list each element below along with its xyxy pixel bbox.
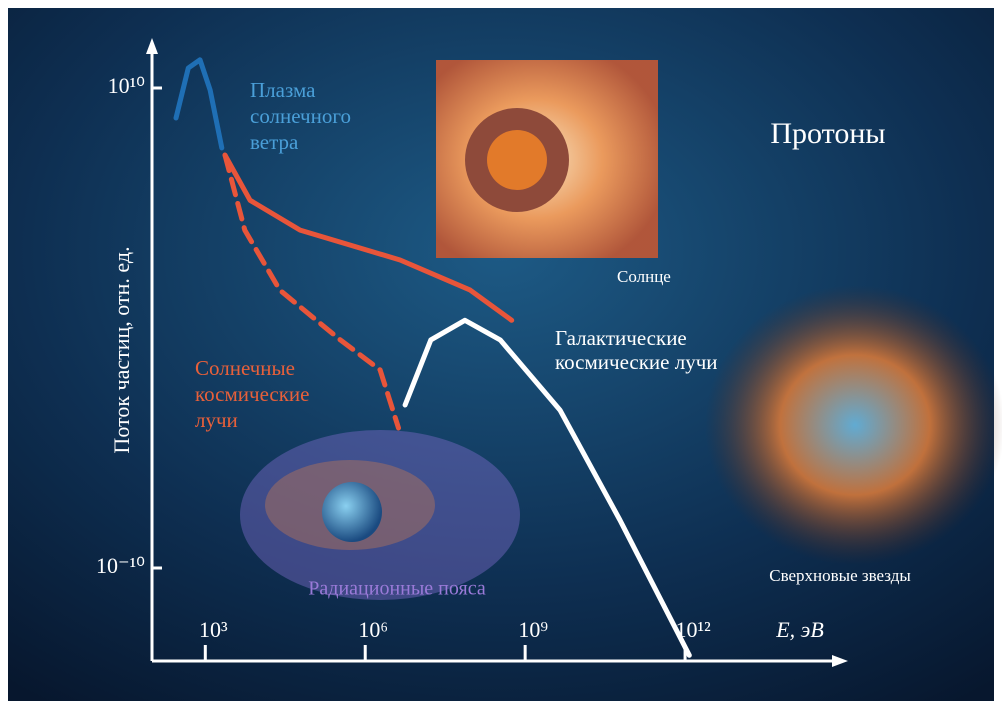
x-tick-label: 10⁶ <box>358 617 388 642</box>
y-tick-label: 10⁻¹⁰ <box>96 553 145 578</box>
x-tick-label: 10⁹ <box>518 617 548 642</box>
data-line <box>222 152 515 323</box>
data-line <box>402 317 692 658</box>
annotation: Сверхновые звезды <box>769 566 911 585</box>
x-arrow <box>832 655 848 667</box>
annotation: Радиационные пояса <box>308 578 486 600</box>
y-axis-label: Поток частиц, отн. ед. <box>109 246 134 453</box>
sun-image <box>436 60 658 258</box>
nebula-image <box>705 285 1002 565</box>
y-arrow <box>146 38 158 54</box>
annotation: лучи <box>195 408 238 432</box>
annotation: Солнце <box>617 267 671 286</box>
annotation: Солнечные <box>195 356 295 380</box>
chart-title: Протоны <box>770 117 885 150</box>
belts-image <box>240 430 520 600</box>
x-tick-label: 10³ <box>199 617 228 642</box>
annotation: Плазма <box>250 78 316 102</box>
annotation: ветра <box>250 130 299 154</box>
y-tick-label: 10¹⁰ <box>108 73 146 98</box>
annotation: космические лучи <box>555 350 718 374</box>
x-axis-label: E, эВ <box>775 617 824 642</box>
annotation: Галактические <box>555 326 687 350</box>
annotation: солнечного <box>250 104 351 128</box>
data-line <box>222 152 401 431</box>
data-line <box>173 57 225 151</box>
annotation: космические <box>195 382 310 406</box>
